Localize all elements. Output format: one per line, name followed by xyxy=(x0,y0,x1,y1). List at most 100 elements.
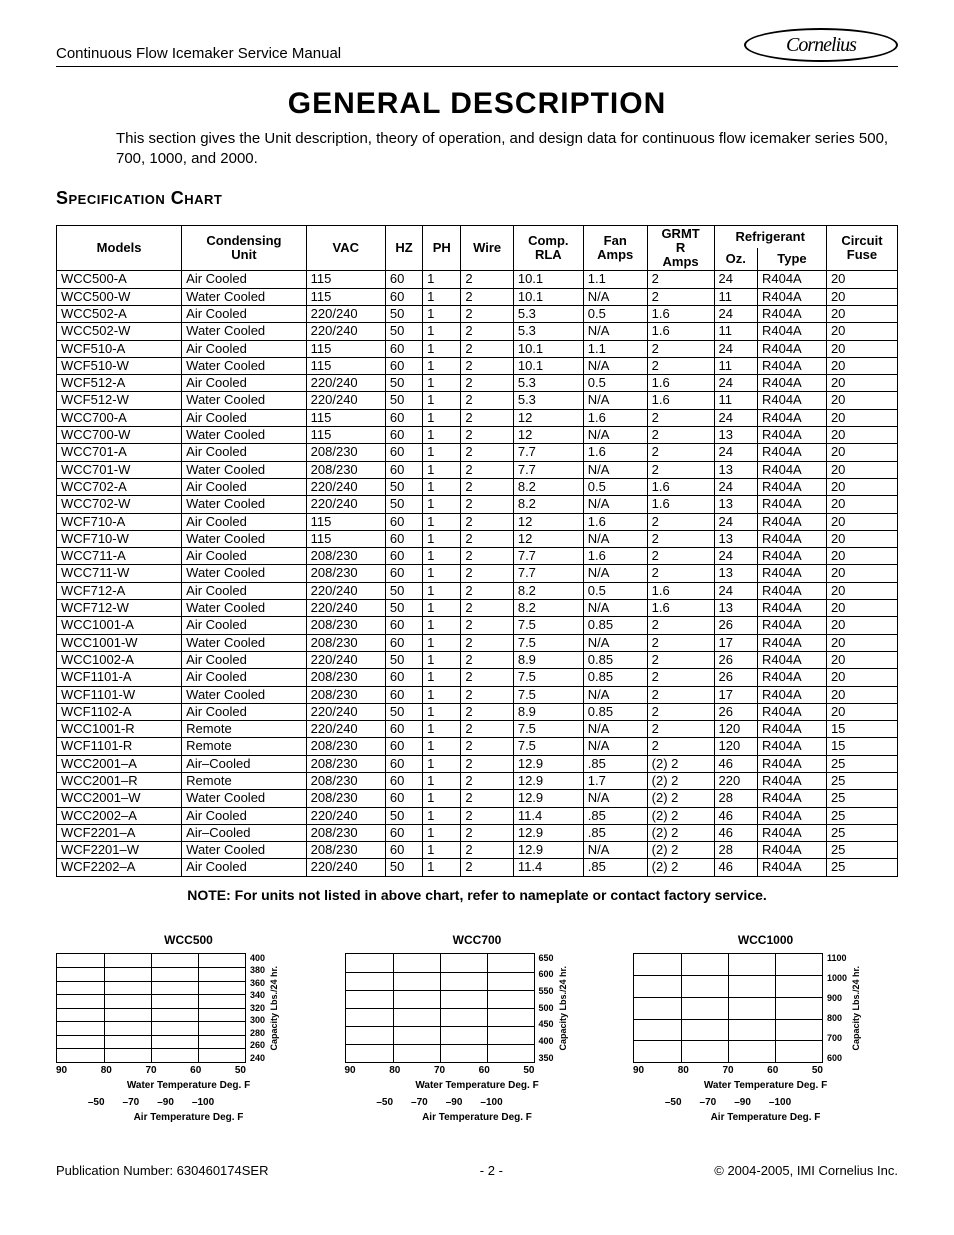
table-cell: 1 xyxy=(423,669,461,686)
table-cell: 50 xyxy=(385,859,422,876)
page-title: GENERAL DESCRIPTION xyxy=(56,87,898,121)
table-cell: WCC711-A xyxy=(57,548,182,565)
table-cell: 1 xyxy=(423,340,461,357)
table-cell: WCC1001-W xyxy=(57,634,182,651)
table-cell: .85 xyxy=(583,824,647,841)
grid-hline xyxy=(57,1021,245,1022)
table-cell: 220/240 xyxy=(306,703,385,720)
table-cell: Air Cooled xyxy=(182,582,307,599)
table-cell: 208/230 xyxy=(306,790,385,807)
table-cell: 12.9 xyxy=(513,842,583,859)
x2-tick: –90 xyxy=(446,1097,463,1108)
table-cell: 208/230 xyxy=(306,773,385,790)
page-footer: Publication Number: 630460174SER - 2 - ©… xyxy=(56,1163,898,1178)
table-cell: 8.2 xyxy=(513,478,583,495)
table-cell: WCC701-W xyxy=(57,461,182,478)
table-cell: 2 xyxy=(647,651,714,668)
table-cell: 220/240 xyxy=(306,392,385,409)
table-cell: N/A xyxy=(583,842,647,859)
table-cell: 11 xyxy=(714,288,757,305)
table-cell: 2 xyxy=(461,461,513,478)
table-cell: (2) 2 xyxy=(647,807,714,824)
table-cell: 2 xyxy=(461,565,513,582)
page: Continuous Flow Icemaker Service Manual … xyxy=(0,0,954,1208)
table-cell: Air Cooled xyxy=(182,375,307,392)
y-axis-label: Capacity Lbs./24 hr. xyxy=(851,966,861,1051)
table-cell: R404A xyxy=(757,478,826,495)
table-cell: 25 xyxy=(826,842,897,859)
table-cell: 208/230 xyxy=(306,617,385,634)
table-cell: 220/240 xyxy=(306,859,385,876)
table-cell: R404A xyxy=(757,323,826,340)
table-cell: 20 xyxy=(826,288,897,305)
x-tick-labels: 9080706050 xyxy=(633,1065,823,1076)
grid-hline xyxy=(57,967,245,968)
table-cell: 7.7 xyxy=(513,565,583,582)
table-cell: Air Cooled xyxy=(182,548,307,565)
table-cell: 50 xyxy=(385,392,422,409)
table-cell: 2 xyxy=(461,807,513,824)
table-cell: 5.3 xyxy=(513,375,583,392)
table-cell: Water Cooled xyxy=(182,634,307,651)
table-cell: 2 xyxy=(461,703,513,720)
y-tick: 350 xyxy=(539,1053,554,1063)
table-cell: 220/240 xyxy=(306,375,385,392)
table-cell: 60 xyxy=(385,513,422,530)
table-cell: 220/240 xyxy=(306,807,385,824)
x-tick: 50 xyxy=(235,1065,246,1076)
table-cell: 2 xyxy=(647,686,714,703)
table-cell: 2 xyxy=(461,773,513,790)
y-axis-label: Capacity Lbs./24 hr. xyxy=(558,966,568,1051)
table-cell: Air Cooled xyxy=(182,651,307,668)
table-cell: 60 xyxy=(385,427,422,444)
y-axis-label: Capacity Lbs./24 hr. xyxy=(269,966,279,1051)
table-cell: 2 xyxy=(461,427,513,444)
table-cell: 7.7 xyxy=(513,444,583,461)
grid-hline xyxy=(634,1040,822,1041)
table-note: NOTE: For units not listed in above char… xyxy=(56,887,898,903)
table-cell: R404A xyxy=(757,686,826,703)
table-cell: Air Cooled xyxy=(182,340,307,357)
table-cell: 208/230 xyxy=(306,686,385,703)
table-cell: Water Cooled xyxy=(182,392,307,409)
table-cell: WCF1101-R xyxy=(57,738,182,755)
table-cell: WCF1101-W xyxy=(57,686,182,703)
y-tick: 240 xyxy=(250,1053,265,1063)
table-cell: 1 xyxy=(423,703,461,720)
footer-center: - 2 - xyxy=(480,1163,503,1178)
table-cell: N/A xyxy=(583,738,647,755)
table-cell: 120 xyxy=(714,738,757,755)
table-row: WCC702-AAir Cooled220/24050128.20.51.624… xyxy=(57,478,898,495)
table-row: WCC701-AAir Cooled208/23060127.71.6224R4… xyxy=(57,444,898,461)
table-cell: 1 xyxy=(423,409,461,426)
table-cell: Air Cooled xyxy=(182,271,307,288)
table-cell: 2 xyxy=(647,288,714,305)
table-cell: R404A xyxy=(757,288,826,305)
table-cell: 1 xyxy=(423,807,461,824)
table-cell: 8.9 xyxy=(513,703,583,720)
table-cell: N/A xyxy=(583,461,647,478)
table-cell: 60 xyxy=(385,461,422,478)
table-cell: Water Cooled xyxy=(182,288,307,305)
table-cell: 20 xyxy=(826,340,897,357)
table-cell: 13 xyxy=(714,565,757,582)
table-cell: 12 xyxy=(513,427,583,444)
x-tick: 70 xyxy=(722,1065,733,1076)
footer-right: © 2004-2005, IMI Cornelius Inc. xyxy=(714,1163,898,1178)
table-cell: Water Cooled xyxy=(182,565,307,582)
table-cell: 1 xyxy=(423,824,461,841)
table-cell: 50 xyxy=(385,496,422,513)
table-cell: 24 xyxy=(714,340,757,357)
table-cell: 5.3 xyxy=(513,305,583,322)
table-cell: 1 xyxy=(423,323,461,340)
manual-title: Continuous Flow Icemaker Service Manual xyxy=(56,45,341,62)
x2-tick-labels: –50–70–90–100 xyxy=(56,1097,246,1108)
grid-hline xyxy=(346,972,534,973)
table-cell: Air Cooled xyxy=(182,617,307,634)
x2-tick: –70 xyxy=(700,1097,717,1108)
table-row: WCC1002-AAir Cooled220/24050128.90.85226… xyxy=(57,651,898,668)
table-cell: 60 xyxy=(385,548,422,565)
table-cell: 1 xyxy=(423,548,461,565)
table-cell: 1 xyxy=(423,357,461,374)
x-tick: 50 xyxy=(523,1065,534,1076)
